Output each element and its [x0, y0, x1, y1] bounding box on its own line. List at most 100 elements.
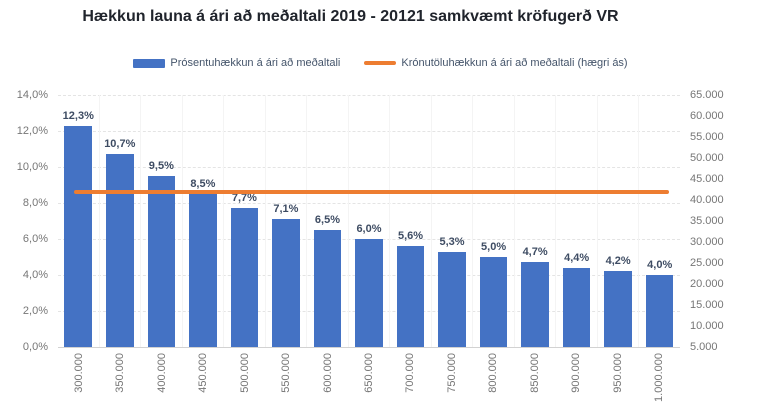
right-axis-tick-label: 35.000 — [690, 215, 724, 227]
left-axis-tick-label: 2,0% — [22, 305, 48, 317]
legend-label-bar-series: Prósentuhækkun á ári að meðaltali — [170, 57, 341, 69]
right-axis-tick-label: 60.000 — [690, 110, 724, 122]
bar — [396, 246, 425, 347]
category-tick-label: 500.000 — [238, 353, 251, 393]
left-axis-tick-label: 0,0% — [22, 341, 48, 353]
bar — [272, 219, 300, 347]
right-value-axis: 65.000 60.000 55.000 50.000 45.000 40.000 35.0… — [690, 89, 750, 353]
plot-area: 12,3% 10,7% 9,5% 8,5% 7,7% 7,1% 6,5% 6,0% 5,6% 5,… — [58, 95, 680, 348]
left-axis-tick-label: 8,0% — [22, 197, 48, 209]
left-axis-tick-label: 14,0% — [16, 89, 48, 101]
line-series — [74, 189, 669, 194]
bar-data-label: 6,5% — [314, 214, 340, 226]
category-slot: 5,0% — [472, 95, 514, 347]
category-slot: 9,5% — [140, 95, 182, 347]
category-tick-label: 600.000 — [321, 353, 334, 393]
category-slot: 5,6% — [389, 95, 431, 347]
category-slot: 4,7% — [513, 95, 556, 347]
bar-series: 12,3% 10,7% 9,5% 8,5% 7,7% 7,1% 6,5% 6,0% 5,6% 5,… — [58, 95, 680, 347]
bar-data-label: 4,7% — [522, 246, 548, 259]
bar-data-label: 12,3% — [62, 109, 94, 122]
category-slot: 7,7% — [223, 95, 265, 347]
category-tick-label: 650.000 — [363, 353, 375, 393]
bar — [313, 230, 342, 347]
bar — [64, 125, 93, 347]
bar-data-label: 5,3% — [439, 235, 465, 248]
category-tick-label: 800.000 — [487, 353, 500, 393]
bar — [147, 176, 176, 347]
line-series-swatch-icon — [364, 61, 397, 65]
category-tick-label: 300.000 — [72, 353, 85, 393]
right-axis-tick-label: 45.000 — [690, 173, 724, 185]
category-tick-label: 700.000 — [404, 353, 417, 393]
bar-data-label: 5,0% — [481, 241, 507, 253]
bar-data-label: 4,0% — [647, 259, 673, 272]
left-value-axis: 14,0% 12,0% 10,0% 8,0% 6,0% 4,0% 2,0% 0,0% — [0, 89, 48, 353]
category-tick-label: 550.000 — [280, 353, 293, 393]
right-axis-tick-label: 65.000 — [690, 89, 724, 101]
bar-data-label: 9,5% — [148, 160, 174, 172]
bar — [355, 239, 383, 347]
legend-label-line-series: Krónutöluhækkun á ári að meðaltali (hægr… — [401, 57, 628, 69]
left-axis-tick-label: 6,0% — [22, 233, 48, 245]
category-slot: 7,1% — [264, 95, 307, 347]
bar — [562, 267, 591, 347]
bar-data-label: 4,2% — [605, 255, 631, 268]
category-tick-label: 450.000 — [197, 353, 210, 393]
category-tick-label: 900.000 — [570, 353, 583, 393]
gridline — [58, 131, 680, 132]
bar-data-label: 10,7% — [104, 138, 136, 151]
bar — [521, 262, 549, 347]
bar — [479, 257, 508, 347]
gridline — [58, 167, 680, 168]
left-axis-tick-label: 10,0% — [16, 161, 48, 173]
category-slot: 4,0% — [638, 95, 680, 347]
category-slot: 4,2% — [596, 95, 639, 347]
right-axis-tick-label: 5.000 — [690, 341, 718, 353]
bar — [604, 271, 632, 347]
category-tick-label: 1.000.000 — [653, 353, 666, 402]
category-slot: 8,5% — [181, 95, 224, 347]
left-axis-tick-label: 4,0% — [22, 269, 48, 281]
bar-data-label: 7,1% — [273, 203, 299, 216]
category-axis: 300.000 350.000 400.000 450.000 500.000 550.0… — [58, 350, 680, 414]
legend-item-bar-series: Prósentuhækkun á ári að meðaltali — [133, 57, 340, 69]
right-axis-tick-label: 40.000 — [690, 194, 724, 206]
right-axis-tick-label: 30.000 — [690, 236, 724, 248]
right-axis-tick-label: 15.000 — [690, 299, 724, 311]
bar-series-swatch-icon — [133, 58, 166, 68]
category-tick-label: 400.000 — [155, 353, 168, 393]
bar — [230, 208, 259, 347]
bar-data-label: 4,4% — [564, 251, 590, 264]
gridline — [58, 95, 680, 96]
right-axis-tick-label: 10.000 — [690, 320, 724, 332]
right-axis-tick-label: 55.000 — [690, 131, 724, 143]
legend-item-line-series: Krónutöluhækkun á ári að meðaltali (hægr… — [364, 57, 628, 69]
category-slot: 12,3% — [58, 95, 99, 347]
bar — [438, 251, 466, 347]
category-tick-label: 850.000 — [528, 353, 541, 393]
category-slot: 6,0% — [347, 95, 390, 347]
right-axis-tick-label: 50.000 — [690, 152, 724, 164]
right-axis-tick-label: 20.000 — [690, 278, 724, 290]
left-axis-tick-label: 12,0% — [16, 125, 48, 137]
bar-data-label: 8,5% — [190, 178, 216, 190]
right-axis-tick-label: 25.000 — [690, 257, 724, 269]
category-slot: 6,5% — [306, 95, 348, 347]
bar-data-label: 7,7% — [231, 192, 257, 205]
bar — [106, 154, 134, 347]
category-tick-label: 350.000 — [114, 353, 127, 393]
bar-data-label: 5,6% — [397, 230, 424, 243]
category-tick-label: 950.000 — [611, 353, 624, 393]
bar — [645, 275, 674, 347]
category-slot: 5,3% — [430, 95, 473, 347]
category-slot: 10,7% — [98, 95, 141, 347]
legend: Prósentuhækkun á ári að meðaltali Krónut… — [0, 57, 761, 69]
category-tick-label: 750.000 — [445, 353, 458, 393]
gridline — [58, 203, 680, 204]
category-slot: 4,4% — [555, 95, 597, 347]
bar-data-label: 6,0% — [356, 223, 382, 235]
chart-title: Hækkun launa á ári að meðaltali 2019 - 2… — [82, 8, 619, 25]
bar — [189, 194, 217, 347]
